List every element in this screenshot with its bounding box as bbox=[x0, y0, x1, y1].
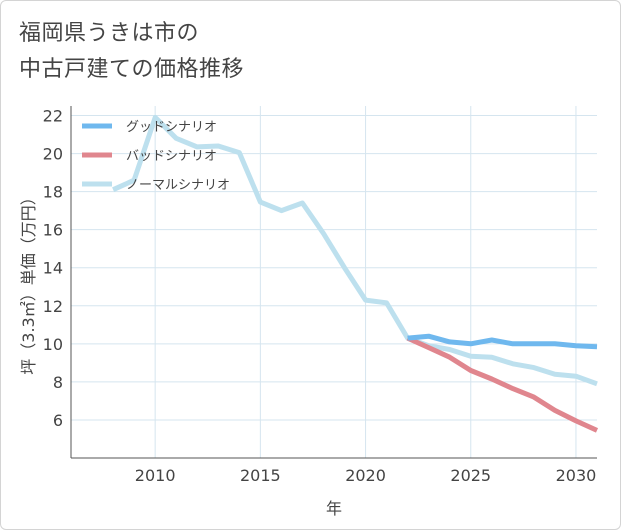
y-tick-label: 10 bbox=[43, 335, 63, 354]
legend-label: ノーマルシナリオ bbox=[126, 178, 230, 193]
y-tick-label: 20 bbox=[43, 145, 63, 164]
bad-scenario-line bbox=[406, 335, 599, 433]
grid-layer bbox=[71, 106, 597, 458]
plot-area bbox=[71, 106, 597, 458]
tick-layer: 6 8 10 12 14 16 18 20 22 2010 2015 2020 2025 2030 bbox=[43, 107, 597, 485]
y-tick-label: 22 bbox=[43, 107, 63, 126]
chart-title-line-2: 中古戸建ての価格推移 bbox=[19, 57, 245, 82]
legend-label: バッドシナリオ bbox=[126, 149, 217, 164]
y-tick-label: 14 bbox=[43, 259, 63, 278]
y-tick-label: 16 bbox=[43, 221, 63, 240]
x-tick-label: 2015 bbox=[240, 466, 281, 485]
y-tick-label: 6 bbox=[53, 411, 63, 430]
legend-normal-scenario: ノーマルシナリオ bbox=[82, 178, 230, 193]
axis-layer bbox=[70, 106, 597, 459]
chart-title: 福岡県うきは市の 中古戸建ての価格推移 bbox=[19, 16, 244, 88]
x-tick-label: 2020 bbox=[345, 466, 386, 485]
series-layer bbox=[112, 114, 599, 433]
normal-scenario-line bbox=[112, 114, 598, 387]
x-tick-label: 2010 bbox=[135, 466, 176, 485]
legend-label: グッドシナリオ bbox=[126, 120, 217, 135]
legend-bad-scenario: バッドシナリオ bbox=[82, 149, 217, 164]
good-scenario-line bbox=[407, 333, 598, 350]
legend-good-scenario: グッドシナリオ bbox=[82, 120, 217, 135]
x-axis-title: 年 bbox=[326, 499, 342, 518]
y-axis-title: 坪（3.3㎡）単価（万円） bbox=[19, 189, 38, 374]
chart-title-line-1: 福岡県うきは市の bbox=[19, 21, 200, 46]
y-tick-label: 12 bbox=[43, 297, 63, 316]
y-tick-label: 8 bbox=[53, 373, 63, 392]
x-tick-label: 2030 bbox=[556, 466, 597, 485]
x-tick-label: 2025 bbox=[450, 466, 491, 485]
y-tick-label: 18 bbox=[43, 183, 63, 202]
